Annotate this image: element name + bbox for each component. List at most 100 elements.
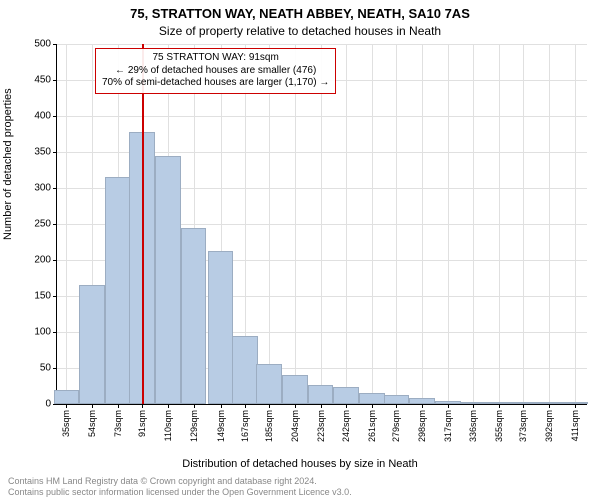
y-axis-label: Number of detached properties: [2, 88, 14, 240]
gridline-v: [523, 44, 524, 404]
xtick-label: 411sqm: [570, 410, 580, 441]
footer-line-1: Contains HM Land Registry data © Crown c…: [8, 476, 317, 486]
ytick-mark: [53, 296, 57, 297]
histogram-bar: [308, 385, 334, 404]
xtick-mark: [448, 404, 449, 408]
histogram-bar: [536, 402, 562, 404]
xtick-label: 279sqm: [391, 410, 401, 442]
ytick-label: 300: [34, 183, 51, 194]
xtick-mark: [66, 404, 67, 408]
histogram-bar: [511, 402, 537, 404]
xtick-mark: [194, 404, 195, 408]
histogram-bar: [105, 177, 131, 404]
ytick-label: 100: [34, 327, 51, 338]
xtick-label: 336sqm: [468, 410, 478, 442]
ytick-mark: [53, 260, 57, 261]
xtick-mark: [523, 404, 524, 408]
histogram-bar: [461, 402, 487, 404]
plot-inner: 05010015020025030035040045050035sqm54sqm…: [56, 44, 587, 405]
ytick-mark: [53, 44, 57, 45]
histogram-bar: [79, 285, 105, 404]
gridline-v: [346, 44, 347, 404]
gridline-v: [448, 44, 449, 404]
histogram-bar: [359, 393, 385, 404]
histogram-bar: [155, 156, 181, 404]
ytick-label: 500: [34, 39, 51, 50]
xtick-mark: [92, 404, 93, 408]
ytick-mark: [53, 224, 57, 225]
xtick-mark: [549, 404, 550, 408]
gridline-v: [396, 44, 397, 404]
annotation-line: 70% of semi-detached houses are larger (…: [102, 77, 329, 90]
chart-container: 75, STRATTON WAY, NEATH ABBEY, NEATH, SA…: [0, 0, 600, 500]
ytick-mark: [53, 368, 57, 369]
gridline-h: [57, 116, 587, 117]
gridline-v: [66, 44, 67, 404]
xtick-mark: [245, 404, 246, 408]
histogram-bar: [208, 251, 234, 404]
xtick-label: 54sqm: [87, 410, 97, 437]
xtick-mark: [372, 404, 373, 408]
xtick-mark: [499, 404, 500, 408]
gridline-v: [269, 44, 270, 404]
gridline-v: [549, 44, 550, 404]
ytick-label: 50: [40, 363, 51, 374]
gridline-v: [575, 44, 576, 404]
ytick-mark: [53, 152, 57, 153]
xtick-mark: [422, 404, 423, 408]
xtick-label: 129sqm: [189, 410, 199, 442]
xtick-label: 317sqm: [443, 410, 453, 442]
xtick-label: 204sqm: [290, 410, 300, 442]
xtick-label: 91sqm: [137, 410, 147, 437]
xtick-mark: [321, 404, 322, 408]
ytick-label: 450: [34, 75, 51, 86]
histogram-bar: [435, 401, 461, 404]
x-axis-label: Distribution of detached houses by size …: [0, 458, 600, 470]
histogram-bar: [54, 390, 80, 404]
histogram-bar: [486, 402, 512, 404]
annotation-line: 75 STRATTON WAY: 91sqm: [102, 52, 329, 65]
ytick-mark: [53, 188, 57, 189]
ytick-mark: [53, 332, 57, 333]
ytick-label: 350: [34, 147, 51, 158]
xtick-mark: [221, 404, 222, 408]
chart-subtitle: Size of property relative to detached ho…: [0, 24, 600, 38]
ytick-mark: [53, 404, 57, 405]
xtick-label: 110sqm: [163, 410, 173, 441]
xtick-label: 373sqm: [518, 410, 528, 442]
footer-line-2: Contains public sector information licen…: [8, 487, 352, 497]
xtick-mark: [118, 404, 119, 408]
gridline-v: [321, 44, 322, 404]
histogram-bar: [282, 375, 308, 404]
ytick-label: 0: [45, 399, 51, 410]
chart-title: 75, STRATTON WAY, NEATH ABBEY, NEATH, SA…: [0, 6, 600, 21]
ytick-label: 400: [34, 111, 51, 122]
histogram-bar: [333, 387, 359, 404]
xtick-mark: [269, 404, 270, 408]
xtick-label: 392sqm: [544, 410, 554, 442]
ytick-mark: [53, 80, 57, 81]
xtick-label: 223sqm: [316, 410, 326, 442]
xtick-label: 185sqm: [264, 410, 274, 442]
gridline-h: [57, 44, 587, 45]
ytick-label: 200: [34, 255, 51, 266]
xtick-label: 298sqm: [417, 410, 427, 442]
histogram-bar: [232, 336, 258, 404]
gridline-v: [473, 44, 474, 404]
xtick-label: 35sqm: [61, 410, 71, 437]
xtick-mark: [473, 404, 474, 408]
xtick-label: 73sqm: [113, 410, 123, 437]
gridline-v: [422, 44, 423, 404]
xtick-label: 355sqm: [494, 410, 504, 442]
annotation-line: ← 29% of detached houses are smaller (47…: [102, 65, 329, 78]
xtick-mark: [346, 404, 347, 408]
xtick-label: 167sqm: [240, 410, 250, 442]
gridline-v: [295, 44, 296, 404]
xtick-label: 149sqm: [216, 410, 226, 442]
gridline-v: [499, 44, 500, 404]
xtick-mark: [396, 404, 397, 408]
plot-area: 05010015020025030035040045050035sqm54sqm…: [56, 44, 586, 404]
gridline-v: [372, 44, 373, 404]
histogram-bar: [256, 364, 282, 404]
ytick-label: 250: [34, 219, 51, 230]
